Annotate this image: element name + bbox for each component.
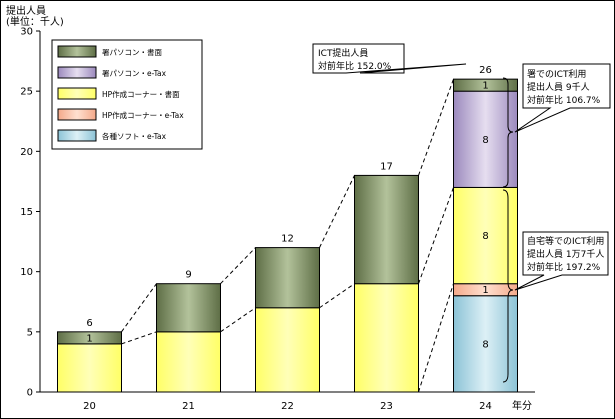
- bar-segment: [453, 295, 518, 393]
- x-tick-label: 20: [83, 401, 96, 412]
- legend-swatch: [57, 87, 97, 100]
- legend-label: 各種ソフト・e-Tax: [102, 131, 167, 141]
- callout-office-line-1: 署でのICT利用: [527, 68, 586, 80]
- x-axis-title: 年分: [512, 399, 532, 412]
- callout-ict-total-line-2: 対前年比 152.0%: [318, 60, 392, 72]
- connector-lines: [121, 78, 454, 393]
- connector-line: [418, 78, 454, 176]
- y-tick-label: 25: [20, 87, 33, 98]
- bar-segment: [57, 343, 122, 393]
- legend-swatch: [57, 129, 97, 142]
- bar-segment: [453, 78, 518, 92]
- bar-segment-label: 1: [86, 333, 92, 344]
- bar-segment: [453, 186, 518, 285]
- bar-segment: [354, 283, 419, 393]
- bar-total-label: 17: [380, 161, 393, 172]
- connector-line: [319, 175, 355, 248]
- callout-office-line-2: 提出人員 9千人: [527, 81, 590, 93]
- x-tick-label: 22: [281, 401, 294, 412]
- bar-segment-label: 1: [482, 285, 488, 296]
- connector-line: [220, 247, 256, 285]
- bar-segment: [255, 307, 320, 393]
- bars: 1 6 9 12 17 8 1 8 8 1 26: [57, 65, 518, 393]
- y-tick-label: 5: [27, 327, 33, 338]
- legend-label: 署パソコン・e-Tax: [102, 69, 167, 78]
- bar-segment: [354, 174, 419, 285]
- legend-label: HP作成コーナー・書面: [102, 89, 180, 99]
- bar-segment-label: 1: [482, 81, 488, 92]
- x-tick-label: 24: [479, 401, 492, 412]
- callout-ict-total-line-1: ICT提出人員: [318, 47, 368, 59]
- bar-total-label: 26: [479, 65, 492, 76]
- bar-segment-label: 8: [482, 231, 488, 242]
- callouts: ICT提出人員 対前年比 152.0% 署でのICT利用 提出人員 9千人 対前…: [312, 43, 611, 383]
- connector-line: [121, 331, 157, 345]
- legend-swatch: [57, 45, 97, 58]
- callout-home-line-1: 自宅等でのICT利用: [527, 235, 604, 247]
- y-tick-label: 0: [27, 388, 33, 399]
- y-tick-label: 15: [20, 207, 33, 218]
- bar-segment-label: 8: [482, 135, 488, 146]
- connector-line: [220, 307, 256, 333]
- legend-label: 署パソコン・書面: [102, 47, 162, 57]
- bar-segment: [255, 247, 320, 309]
- y-tick-label: 20: [20, 147, 33, 158]
- legend-swatch: [57, 108, 97, 121]
- y-axis-unit: (単位：千人): [6, 15, 64, 28]
- bar-total-label: 6: [86, 318, 92, 329]
- bar-segment: [57, 331, 122, 345]
- x-axis: 20 21 22 23 24: [40, 391, 535, 412]
- connector-line: [418, 283, 454, 393]
- y-axis-title: 提出人員: [6, 4, 46, 17]
- bar-total-label: 12: [281, 234, 294, 245]
- x-tick-label: 23: [380, 401, 393, 412]
- callout-home-line-3: 対前年比 197.2%: [527, 261, 601, 273]
- y-tick-label: 30: [20, 27, 33, 38]
- callout-office-line-3: 対前年比 106.7%: [527, 94, 601, 106]
- bar-total-label: 9: [185, 270, 191, 281]
- callout-home-line-2: 提出人員 1万7千人: [527, 248, 604, 260]
- connector-line: [319, 283, 355, 309]
- x-tick-label: 21: [182, 401, 195, 412]
- brace-office: [502, 77, 514, 188]
- legend-swatch: [57, 66, 97, 79]
- brace-home: [502, 189, 514, 383]
- y-tick-label: 10: [20, 267, 33, 278]
- bar-segment: [156, 331, 221, 393]
- connector-line: [121, 283, 157, 333]
- callout-home: [514, 231, 609, 291]
- y-axis: 0 5 10 15 20 25 30: [20, 27, 41, 399]
- bar-segment: [453, 90, 518, 188]
- callout-ict-total: [312, 43, 467, 74]
- bar-segment-label: 8: [482, 339, 488, 350]
- callout-office: [514, 63, 611, 133]
- bar-segment: [156, 283, 221, 333]
- legend-label: HP作成コーナー・e-Tax: [102, 110, 184, 120]
- connector-line: [418, 187, 454, 284]
